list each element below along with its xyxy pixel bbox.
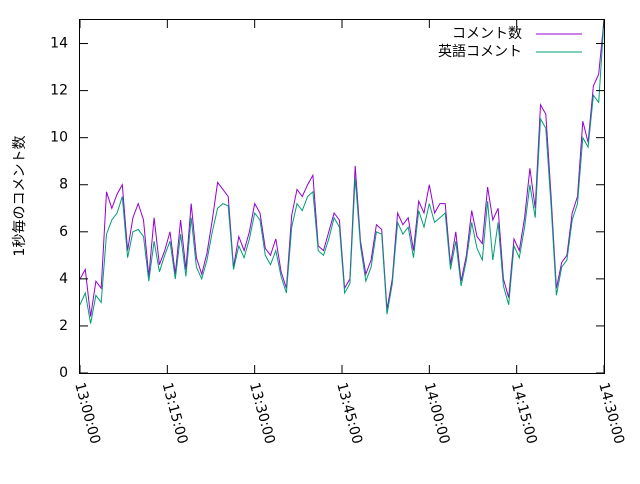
y-tick-label: 14 <box>50 36 68 52</box>
x-tick-label: 14:15:00 <box>508 381 540 446</box>
y-tick-label: 2 <box>59 318 68 334</box>
y-axis-label: 1秒毎のコメント数 <box>12 136 28 257</box>
x-tick-label: 14:00:00 <box>421 381 453 446</box>
plot-frame <box>79 19 605 374</box>
x-tick-label: 13:30:00 <box>246 381 278 446</box>
x-axis: 13:00:00 13:15:00 13:30:00 13:45:00 14:00:00… <box>71 20 627 446</box>
y-tick-label: 6 <box>59 224 68 240</box>
y-tick-label: 4 <box>59 271 68 287</box>
series-line-0 <box>79 19 605 317</box>
x-tick-label: 13:00:00 <box>71 381 103 446</box>
y-tick-label: 0 <box>59 365 68 381</box>
y-tick-label: 12 <box>50 83 68 99</box>
y-axis: 0 2 4 6 8 10 12 14 <box>50 36 604 381</box>
x-tick-label: 13:45:00 <box>333 381 365 446</box>
y-tick-label: 10 <box>50 130 68 146</box>
series-layer <box>79 19 605 324</box>
legend-label-0: コメント数 <box>452 26 522 42</box>
x-tick-label: 13:15:00 <box>159 381 191 446</box>
y-tick-label: 8 <box>59 177 68 193</box>
series-line-1 <box>79 19 605 324</box>
legend-label-1: 英語コメント <box>438 43 522 60</box>
x-tick-label: 14:30:00 <box>595 381 627 446</box>
